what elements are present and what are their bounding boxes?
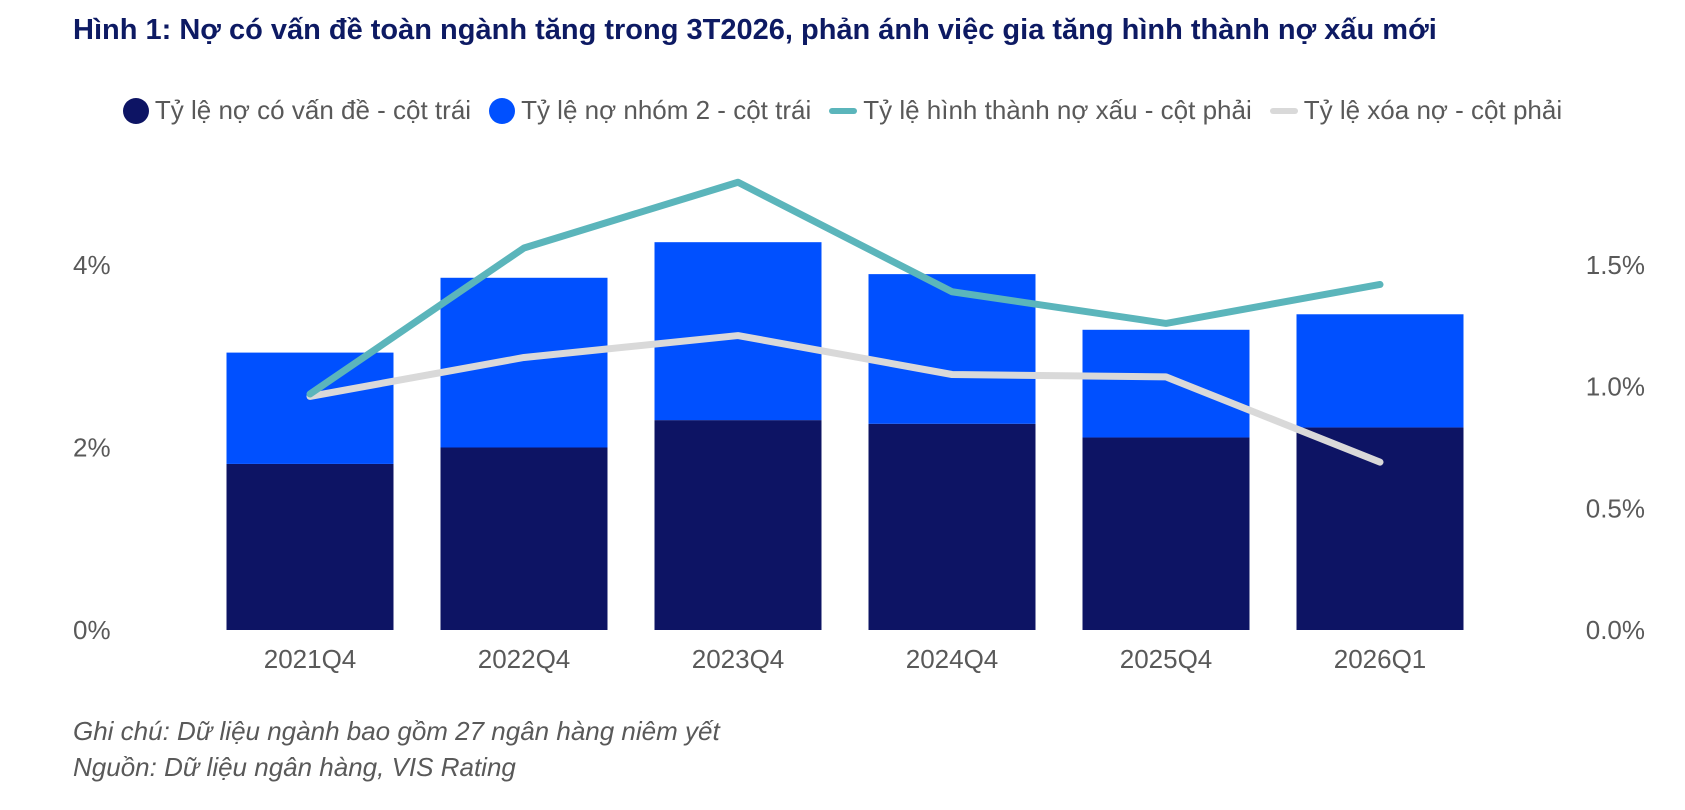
bar-problem-loans [440,447,608,630]
legend-label-writeoff: Tỷ lệ xóa nợ - cột phải [1303,95,1563,125]
line-writeoff [306,332,1384,466]
bar-problem-loans [1296,427,1464,630]
source-note: Nguồn: Dữ liệu ngân hàng, VIS Rating [73,752,516,782]
bar-group2-loans [440,277,608,448]
combo-chart: 0% 2% 4% 0.0% 0.5% 1.0% 1.5% 2021Q4 2022Q4 2023Q4… [73,178,1645,674]
legend-marker-npl-formation [829,107,858,114]
x-tick-label: 2022Q4 [478,644,571,674]
y-left-tick-label: 2% [73,433,111,463]
chart-legend: Tỷ lệ nợ có vấn đề - cột trái Tỷ lệ nợ n… [0,95,1685,126]
legend-label-group2-loans: Tỷ lệ nợ nhóm 2 - cột trái [521,95,812,125]
bar-group2-loans [1082,329,1250,438]
x-tick-label: 2021Q4 [264,644,357,674]
y-right-tick-label: 0.5% [1586,493,1645,523]
legend-item-writeoff: Tỷ lệ xóa nợ - cột phải [1269,95,1563,126]
legend-marker-group2-loans [489,97,516,124]
y-right-tick-label: 1.0% [1586,372,1645,402]
x-tick-label: 2023Q4 [692,644,785,674]
footnote: Ghi chú: Dữ liệu ngành bao gồm 27 ngân h… [73,716,720,746]
bar-problem-loans [226,463,394,630]
legend-marker-problem-loans [122,97,149,124]
bar-problem-loans [1082,437,1250,630]
bar-problem-loans [654,420,822,630]
bar-group2-loans [868,274,1036,424]
x-tick-label: 2025Q4 [1120,644,1213,674]
chart-title: Hình 1: Nợ có vấn đề toàn ngành tăng tro… [73,14,1437,46]
bar-group2-loans [226,352,394,464]
legend-item-npl-formation: Tỷ lệ hình thành nợ xấu - cột phải [829,95,1252,126]
y-right-tick-label: 0.0% [1586,615,1645,645]
bar-group2-loans [1296,314,1464,428]
legend-item-problem-loans: Tỷ lệ nợ có vấn đề - cột trái [122,95,472,126]
legend-label-npl-formation: Tỷ lệ hình thành nợ xấu - cột phải [863,95,1252,125]
legend-marker-writeoff [1269,107,1298,114]
bar-problem-loans [868,423,1036,630]
y-left-tick-label: 4% [73,250,111,280]
x-tick-label: 2026Q1 [1334,644,1427,674]
bar-group2-loans [654,242,822,421]
line-npl-formation [306,178,1384,398]
y-left-tick-label: 0% [73,615,111,645]
legend-label-problem-loans: Tỷ lệ nợ có vấn đề - cột trái [154,95,472,125]
legend-item-group2-loans: Tỷ lệ nợ nhóm 2 - cột trái [489,95,811,126]
y-right-tick-label: 1.5% [1586,250,1645,280]
x-tick-label: 2024Q4 [906,644,999,674]
